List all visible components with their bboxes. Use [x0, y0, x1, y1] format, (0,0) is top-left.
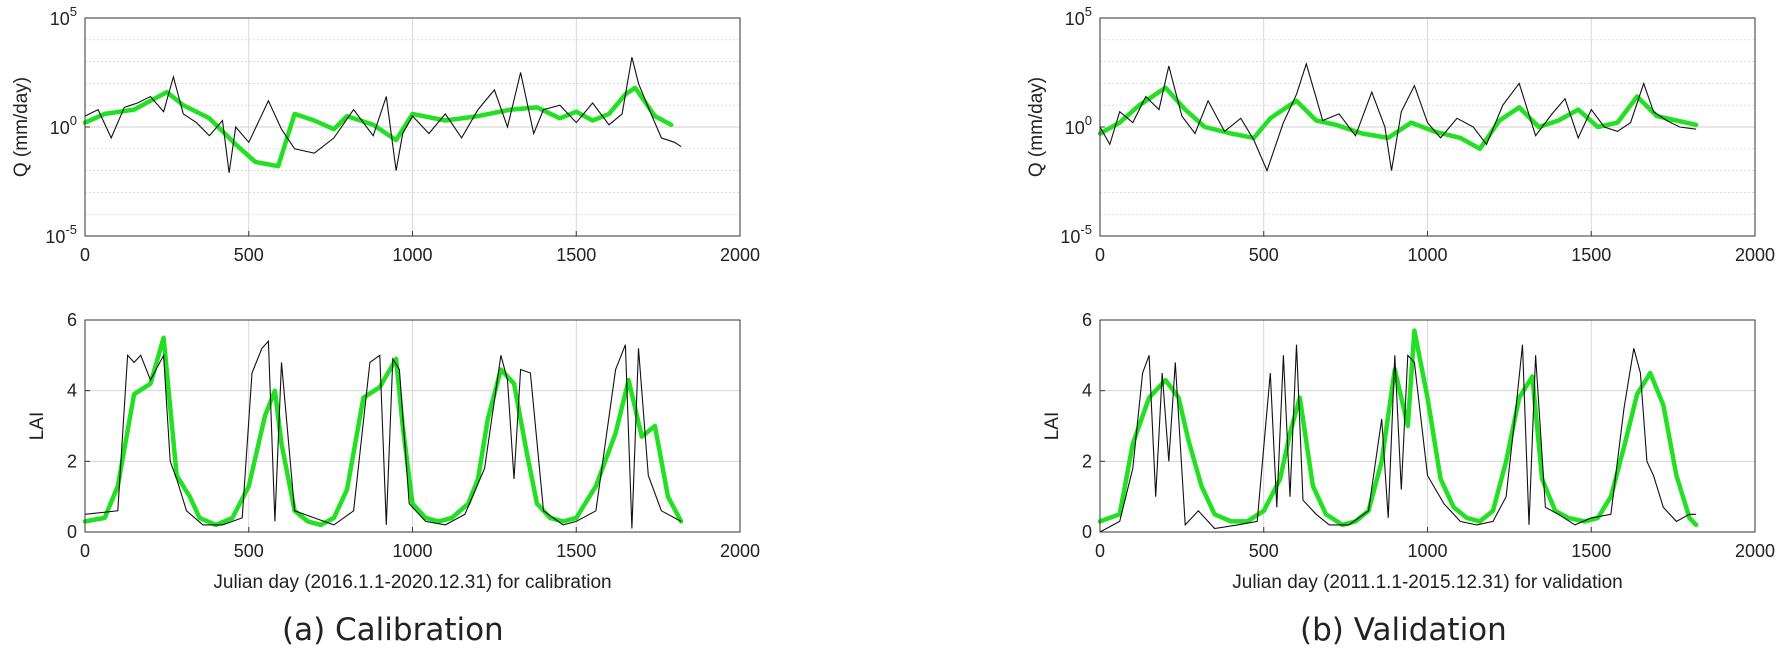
x-tick-label: 1000 [1407, 245, 1447, 265]
y-axis-label: Q (mm/day) [11, 77, 32, 177]
series-simulated-line [1097, 85, 1699, 152]
x-tick-label: 0 [80, 541, 90, 561]
y-axis-label: LAI [27, 412, 48, 441]
caption-calibration: (a) Calibration [282, 612, 504, 648]
x-tick-label: 500 [1249, 245, 1279, 265]
y-tick-label: 105 [1065, 4, 1092, 29]
x-tick-label: 500 [234, 541, 264, 561]
y-tick-label: 105 [50, 4, 77, 29]
y-axis-label: Q (mm/day) [1026, 77, 1047, 177]
chart-calib-lai: 0 500 1000 1500 2000 0 2 4 6 LAI Julian day (2016.… [27, 310, 760, 593]
x-tick-label: 500 [1249, 541, 1279, 561]
x-tick-label: 1000 [392, 245, 432, 265]
chart-valid-lai: 0 500 1000 1500 2000 0 2 4 6 LAI Julian day (2011.… [1042, 310, 1775, 593]
series-observed-line [1099, 344, 1697, 533]
series-simulated-line [82, 335, 684, 528]
y-tick-label: 4 [67, 381, 77, 401]
x-tick-label: 0 [1095, 245, 1105, 265]
x-tick-label: 1500 [556, 541, 596, 561]
series-observed-line [1099, 61, 1697, 173]
x-tick-label: 500 [234, 245, 264, 265]
y-tick-label: 10-5 [45, 222, 77, 247]
x-tick-label: 2000 [720, 245, 760, 265]
x-tick-label: 1500 [1571, 245, 1611, 265]
chart-valid-q: 0 500 1000 1500 2000 105 100 10-5 Q (mm/day) [1026, 4, 1775, 265]
y-tick-label: 2 [1082, 451, 1092, 471]
x-tick-label: 1000 [1407, 541, 1447, 561]
y-axis-label: LAI [1042, 412, 1063, 441]
series-observed-line [84, 57, 682, 173]
y-tick-label: 10-5 [1060, 222, 1092, 247]
x-axis-label: Julian day (2016.1.1-2020.12.31) for cal… [213, 572, 611, 593]
x-tick-label: 1500 [1571, 541, 1611, 561]
y-tick-label: 2 [67, 451, 77, 471]
x-tick-label: 1000 [392, 541, 432, 561]
series-simulated-line [82, 85, 674, 169]
y-tick-label: 6 [67, 310, 77, 330]
x-tick-label: 2000 [1735, 541, 1775, 561]
series-simulated-line [1097, 328, 1699, 528]
x-axis-label: Julian day (2011.1.1-2015.12.31) for val… [1232, 572, 1622, 593]
y-tick-label: 6 [1082, 310, 1092, 330]
y-tick-label: 100 [1065, 113, 1092, 138]
series-observed-line [84, 339, 682, 529]
x-tick-label: 0 [1095, 541, 1105, 561]
x-tick-label: 2000 [1735, 245, 1775, 265]
y-tick-label: 0 [1082, 522, 1092, 542]
x-tick-label: 1500 [556, 245, 596, 265]
chart-calib-q: 0 500 1000 1500 2000 105 100 10-5 Q (mm/day) [11, 4, 760, 265]
y-tick-label: 0 [67, 522, 77, 542]
y-tick-label: 4 [1082, 381, 1092, 401]
x-tick-label: 2000 [720, 541, 760, 561]
caption-validation: (b) Validation [1300, 612, 1507, 648]
y-tick-label: 100 [50, 113, 77, 138]
x-tick-label: 0 [80, 245, 90, 265]
